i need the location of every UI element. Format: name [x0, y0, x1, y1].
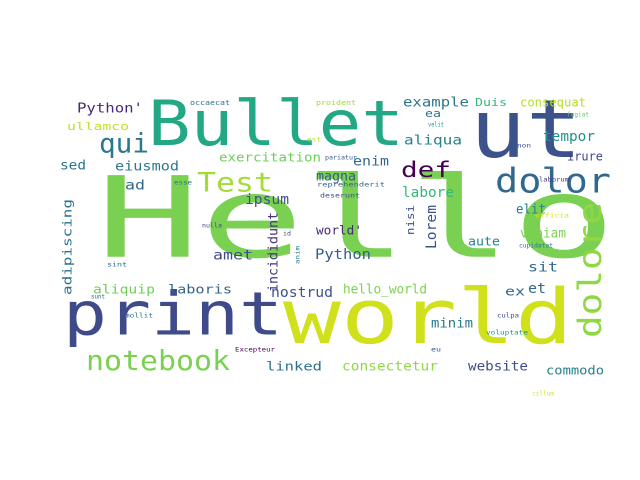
- word: website: [468, 360, 528, 375]
- word: consectetur: [342, 360, 438, 375]
- word: cupidatat: [519, 243, 553, 250]
- word: qui: [99, 129, 149, 160]
- word: aliqua: [404, 134, 462, 149]
- word: proident: [316, 99, 356, 107]
- word: Duis: [475, 96, 507, 109]
- word: incididunt: [267, 212, 282, 292]
- word: world': [316, 224, 362, 238]
- word: example: [403, 96, 469, 111]
- word: world: [283, 272, 573, 361]
- word: ullamco: [67, 120, 129, 133]
- word: et: [528, 281, 546, 297]
- word: ipsum: [245, 192, 289, 208]
- word: tempor: [543, 129, 595, 145]
- word: Test: [197, 168, 273, 199]
- word: nisi: [404, 205, 417, 235]
- word: occaecat: [190, 99, 230, 107]
- word: Bullet: [148, 87, 404, 160]
- word: nulla: [202, 223, 222, 230]
- word: deserunt: [320, 193, 361, 200]
- word: sed: [60, 159, 86, 174]
- word: elit: [516, 203, 546, 218]
- word: consequat: [520, 96, 586, 110]
- word: officia: [535, 213, 570, 220]
- word: hello_world: [343, 283, 427, 298]
- word: sit: [528, 261, 558, 276]
- word: reprehenderit: [317, 182, 386, 189]
- word: sunt: [91, 294, 105, 301]
- word: pariatur: [325, 155, 357, 162]
- word: ad: [125, 179, 145, 194]
- word: id: [283, 231, 291, 238]
- word: dolore: [571, 202, 609, 338]
- word: ea: [425, 107, 441, 120]
- word: amet: [213, 249, 253, 264]
- word: mollit: [125, 313, 153, 320]
- word: eiusmod: [115, 160, 179, 175]
- word: cillum: [532, 391, 554, 398]
- word: est: [307, 137, 321, 144]
- word: culpa: [497, 313, 519, 320]
- word: Lorem: [424, 205, 440, 249]
- word: aute: [468, 235, 500, 249]
- word: aliquip: [93, 283, 155, 297]
- word: exercitation: [219, 151, 321, 165]
- word: commodo: [546, 364, 604, 378]
- word: ut: [470, 83, 582, 176]
- word: non: [517, 143, 531, 150]
- word: eu: [431, 347, 442, 354]
- word: adipiscing: [61, 199, 75, 295]
- word: notebook: [86, 344, 230, 377]
- word: Python': [77, 102, 143, 117]
- word: magna: [316, 170, 356, 185]
- word: minim: [431, 317, 473, 332]
- word: sint: [107, 262, 128, 269]
- word: enim: [353, 155, 389, 170]
- word: veniam: [520, 227, 566, 242]
- word: ex: [505, 285, 525, 299]
- word: nostrud: [271, 285, 333, 301]
- word: fugiat: [567, 112, 589, 119]
- word: Python: [315, 247, 371, 263]
- word: linked: [266, 360, 322, 374]
- word: voluptate: [486, 330, 528, 337]
- word: irure: [567, 150, 603, 164]
- word: velit: [428, 122, 444, 129]
- word: Excepteur: [235, 347, 275, 354]
- word: print: [63, 280, 283, 350]
- word: laborum: [539, 177, 569, 184]
- word: def: [401, 158, 451, 182]
- word: dolor: [495, 162, 611, 202]
- word: Hello: [96, 154, 616, 284]
- word: anim: [295, 246, 302, 264]
- word: esse: [174, 180, 192, 187]
- word: laboris: [168, 283, 232, 297]
- word: labore: [402, 185, 454, 201]
